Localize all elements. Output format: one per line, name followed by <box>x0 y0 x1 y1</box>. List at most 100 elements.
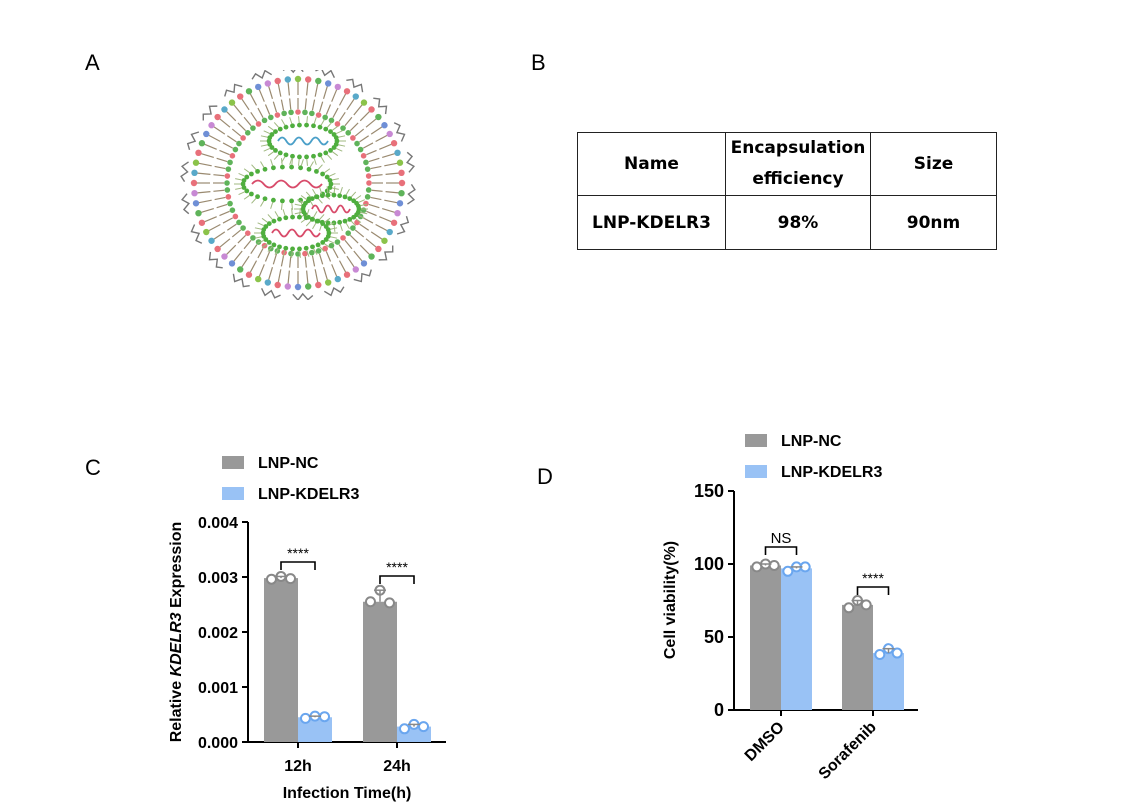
lipid-tail <box>349 234 359 244</box>
lipid-tail <box>362 142 374 149</box>
lipid-tail <box>219 210 230 217</box>
lipid-head <box>352 93 359 100</box>
lipid-tail <box>208 134 221 143</box>
cell-size: 90nm <box>870 195 997 250</box>
lipid-head <box>192 200 200 207</box>
lipid-head <box>224 187 231 193</box>
lipid-head <box>224 173 231 179</box>
lipid-head <box>381 237 388 244</box>
lipid-tail <box>249 260 258 273</box>
lipid-tail <box>216 157 228 163</box>
core-lipid-head <box>283 152 289 158</box>
core-lipid-tail <box>317 197 323 204</box>
mrna-strand <box>277 136 329 146</box>
core-lipid-tail <box>306 249 310 257</box>
lipid-head <box>284 283 292 290</box>
peg-chain <box>323 286 345 297</box>
core-lipid-tail <box>280 202 283 210</box>
lipid-head <box>294 283 302 291</box>
core-lipid-head <box>289 164 294 170</box>
core-lipid-tail <box>306 158 308 166</box>
core-lipid-tail <box>300 195 308 200</box>
core-lipid-head <box>337 193 343 199</box>
core-lipid-head <box>320 240 326 245</box>
lipid-head <box>232 213 239 220</box>
lipid-tail <box>311 99 316 111</box>
core-lipid-tail <box>243 168 251 174</box>
bar-lnp-nc <box>842 604 873 710</box>
lipid-tail <box>346 98 355 111</box>
lipid-tail <box>354 229 365 238</box>
lipid-head <box>309 249 315 256</box>
core-lipid-head <box>319 193 325 199</box>
significance-label: **** <box>862 570 884 586</box>
core-lipid-head <box>303 215 309 221</box>
data-point <box>319 711 331 723</box>
core-lipid-head <box>289 198 294 204</box>
core-lipid-tail <box>319 246 325 252</box>
peg-chain <box>202 105 218 121</box>
core-lipid-head <box>328 148 333 153</box>
peg-chain <box>181 193 190 215</box>
core-lipid-tail <box>280 158 283 166</box>
lipid-tail <box>241 255 250 268</box>
lipid-head <box>365 187 372 193</box>
lipid-head <box>274 77 281 85</box>
core-lipid-head <box>263 224 269 229</box>
lipid-head <box>334 121 341 127</box>
lipid-tail <box>338 111 346 122</box>
peg-chain <box>346 78 364 93</box>
lipid-head <box>250 125 256 131</box>
lipid-tail <box>214 196 226 201</box>
bar-lnp-kdelr3 <box>873 653 904 710</box>
core-lipid-tail <box>300 159 304 167</box>
lipid-head <box>236 219 242 226</box>
core-lipid-tail <box>305 220 312 227</box>
lipid-tail <box>325 104 332 115</box>
lipid-head <box>390 140 398 147</box>
lipid-head <box>343 88 351 95</box>
lipid-tail <box>318 101 324 113</box>
lipid-head <box>228 99 236 106</box>
lipid-tail <box>370 165 382 170</box>
y-axis-title: Cell viability(%) <box>662 541 679 659</box>
lipid-head <box>264 80 272 87</box>
core-lipid-tail <box>333 186 336 194</box>
core-lipid-tail <box>267 246 273 252</box>
data-point <box>418 721 430 733</box>
core-lipid-head <box>290 153 295 159</box>
core-lipid-head <box>290 246 295 252</box>
lipid-head <box>245 271 253 278</box>
lipid-head <box>244 230 251 237</box>
core-lipid-head <box>280 198 285 204</box>
core-lipid-head <box>262 196 268 202</box>
core-lipid-tail <box>270 201 274 209</box>
lipid-tail <box>359 135 370 143</box>
lipid-head <box>224 180 230 186</box>
core-lipid-tail <box>354 195 362 200</box>
lipid-tail <box>219 118 231 128</box>
lipid-head <box>360 153 367 159</box>
core-lipid-head <box>323 126 329 132</box>
data-point <box>891 647 903 659</box>
lipid-tail <box>277 269 282 283</box>
lipid-tail <box>257 107 264 119</box>
lipid-tail <box>379 216 392 223</box>
x-axis-title: Infection Time(h) <box>283 785 412 802</box>
core-lipid-tail <box>235 178 243 181</box>
core-lipid-tail <box>235 187 243 190</box>
lipid-tail <box>216 203 228 209</box>
core-lipid-tail <box>328 172 336 177</box>
core-lipid-tail <box>350 191 357 198</box>
core-lipid-tail <box>335 147 343 152</box>
data-point <box>874 649 886 661</box>
peg-chain <box>251 70 273 80</box>
lipid-head <box>232 146 239 153</box>
peg-chain <box>208 251 223 269</box>
lipid-tail <box>226 223 237 231</box>
peg-chain <box>378 245 394 261</box>
lipid-tail <box>371 174 383 177</box>
lipid-head <box>322 114 328 121</box>
lipid-head <box>350 225 356 231</box>
core-lipid-head <box>314 194 320 200</box>
